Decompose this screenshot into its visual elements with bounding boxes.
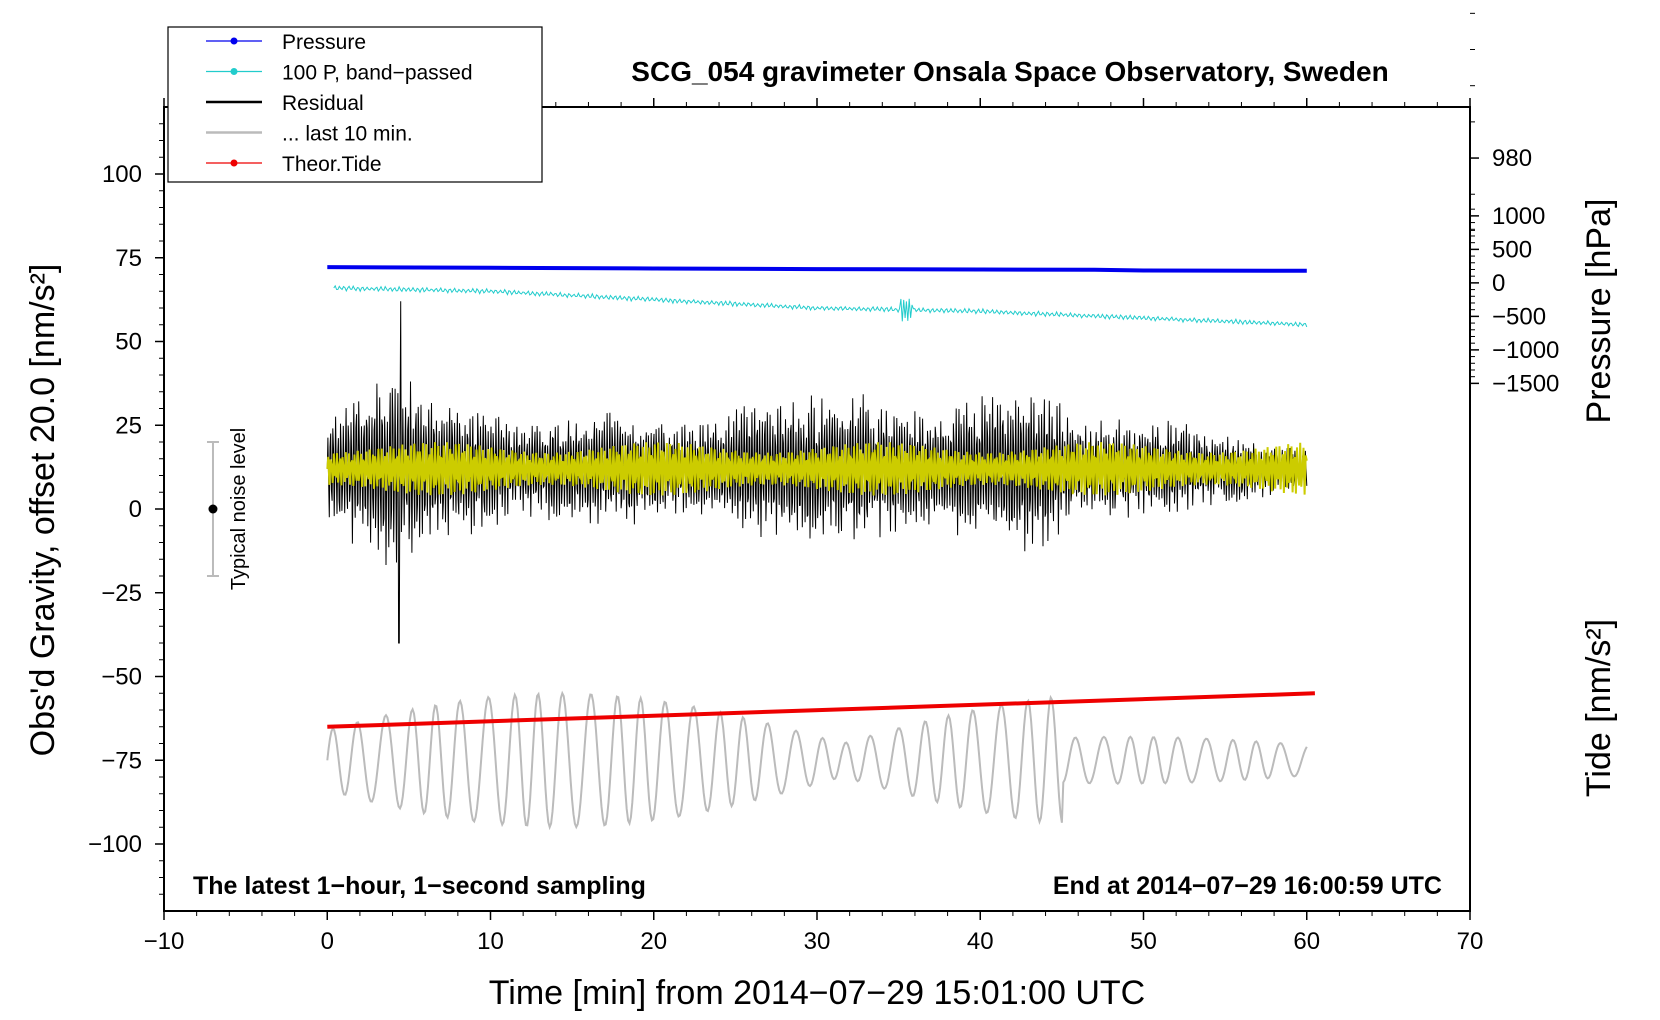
x-tick-label: −10 bbox=[144, 928, 185, 955]
noise-label: Typical noise level bbox=[228, 428, 250, 590]
tide-tick-label: 1000 bbox=[1492, 203, 1545, 230]
bottom-left-note: The latest 1−hour, 1−second sampling bbox=[193, 872, 646, 900]
legend-label: ... last 10 min. bbox=[282, 123, 413, 146]
theoretical-tide-line bbox=[327, 691, 1315, 729]
tide-tick-label: −1500 bbox=[1492, 370, 1559, 397]
tide-tick-label: 0 bbox=[1492, 270, 1505, 297]
y-tick-label: −75 bbox=[101, 747, 142, 774]
series-layer bbox=[326, 265, 1315, 831]
residual-line bbox=[326, 301, 1308, 644]
y-axis-title-tide: Tide [nm/s²] bbox=[1580, 619, 1618, 797]
tide-tick-label: −500 bbox=[1492, 303, 1546, 330]
noise-indicator: Typical noise level bbox=[206, 428, 250, 590]
y-tick-label: 75 bbox=[115, 245, 142, 272]
tide-tick-label: 500 bbox=[1492, 236, 1532, 263]
y-axis-title-gravity: Obs'd Gravity, offset 20.0 [nm/s²] bbox=[24, 264, 62, 757]
x-tick-label: 40 bbox=[967, 928, 994, 955]
x-tick-label: 20 bbox=[640, 928, 667, 955]
tide-tick-label: −1000 bbox=[1492, 337, 1559, 364]
pressure-tick-label: 980 bbox=[1492, 145, 1532, 172]
x-tick-label: 50 bbox=[1130, 928, 1157, 955]
legend-label: Pressure bbox=[282, 31, 366, 54]
last-10-min-line bbox=[326, 690, 1308, 831]
y-tick-label: 25 bbox=[115, 412, 142, 439]
chart-title: SCG_054 gravimeter Onsala Space Observat… bbox=[631, 56, 1388, 87]
legend-label: Residual bbox=[282, 92, 364, 115]
y-tick-label: 100 bbox=[102, 161, 142, 188]
x-axis-title: Time [min] from 2014−07−29 15:01:00 UTC bbox=[489, 974, 1145, 1012]
residual-band-line bbox=[326, 442, 1308, 496]
y-tick-label: −25 bbox=[101, 580, 142, 607]
x-tick-label: 0 bbox=[321, 928, 334, 955]
x-tick-label: 60 bbox=[1293, 928, 1320, 955]
y-axis-title-pressure: Pressure [hPa] bbox=[1580, 199, 1618, 424]
legend-marker bbox=[230, 159, 238, 167]
y-axis-pressure: 9809901000101010201030 bbox=[1470, 12, 1532, 231]
legend-box bbox=[167, 26, 543, 183]
legend-marker bbox=[230, 37, 238, 45]
legend-label: 100 P, band−passed bbox=[282, 62, 473, 85]
bottom-right-note: End at 2014−07−29 16:00:59 UTC bbox=[1053, 872, 1442, 900]
legend: Pressure 100 P, band−passed Residual ... la… bbox=[167, 26, 543, 183]
pressure-bandpassed-line bbox=[333, 284, 1308, 328]
x-axis: −10 0 10 20 30 40 50 60 70 bbox=[144, 98, 1484, 955]
legend-marker bbox=[230, 68, 238, 75]
y-axis-tide: −1500 −1000 −500 0 500 1000 bbox=[1470, 203, 1559, 397]
y-tick-label: −100 bbox=[88, 831, 142, 858]
y-axis-gravity: −100 −75 −50 −25 0 25 50 75 100 bbox=[88, 123, 164, 895]
y-tick-label: 50 bbox=[115, 329, 142, 356]
x-tick-label: 70 bbox=[1457, 928, 1484, 955]
pressure-line bbox=[327, 265, 1307, 273]
x-tick-label: 10 bbox=[477, 928, 504, 955]
legend-label: Theor.Tide bbox=[282, 153, 382, 176]
y-tick-label: −50 bbox=[101, 664, 142, 691]
y-tick-label: 0 bbox=[129, 496, 142, 523]
noise-dot bbox=[208, 504, 218, 514]
x-tick-label: 30 bbox=[804, 928, 831, 955]
